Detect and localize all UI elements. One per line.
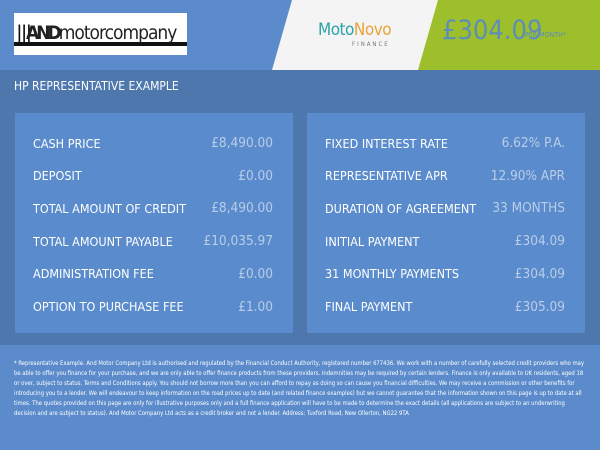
row-label: ADMINISTRATION FEE [33, 266, 154, 282]
row-label: TOTAL AMOUNT PAYABLE [33, 233, 173, 249]
row-label: FINAL PAYMENT [325, 299, 413, 314]
row-value: 12.90% APR [490, 167, 565, 184]
finance-row: CASH PRICE £8,490.00 [33, 133, 273, 153]
finance-row: FIXED INTEREST RATE 6.62% P.A. [325, 133, 565, 153]
monthly-amount: £304.09 [442, 15, 543, 46]
row-value: £305.09 [514, 298, 565, 315]
row-label: REPRESENTATIVE APR [325, 168, 448, 184]
disclaimer: * Representative Example. And Motor Comp… [0, 345, 600, 450]
logo-bars-icon: ||| [16, 21, 32, 45]
finance-row: TOTAL AMOUNT PAYABLE £10,035.97 [33, 231, 273, 251]
row-label: CASH PRICE [33, 135, 101, 151]
finance-row: TOTAL AMOUNT OF CREDIT £8,490.00 [33, 198, 273, 218]
brand-finance: FINANCE [352, 41, 390, 48]
section-title: HP REPRESENTATIVE EXAMPLE [14, 79, 179, 93]
finance-row: FINAL PAYMENT £305.09 [325, 297, 565, 317]
row-value: 6.62% P.A. [501, 135, 565, 151]
finance-row: ADMINISTRATION FEE £0.00 [33, 264, 273, 284]
finance-row: OPTION TO PURCHASE FEE £1.00 [33, 297, 273, 317]
finance-row: REPRESENTATIVE APR 12.90% APR [325, 166, 565, 186]
row-label: FIXED INTEREST RATE [325, 135, 449, 151]
finance-row: 31 MONTHLY PAYMENTS £304.09 [325, 264, 565, 284]
row-value: £8,490.00 [211, 200, 273, 217]
right-panel: FIXED INTEREST RATE 6.62% P.A. REPRESENTAT… [307, 113, 585, 333]
row-value: £10,035.97 [203, 233, 273, 250]
row-label: TOTAL AMOUNT OF CREDIT [33, 200, 186, 216]
logo-text-bold: AND [26, 22, 62, 44]
header: ||| ANDmotorcompany MotoNovo FINANCE £30… [0, 0, 600, 70]
row-value: £0.00 [238, 265, 273, 282]
finance-row: DURATION OF AGREEMENT 33 MONTHS [325, 198, 565, 218]
brand-moto: Moto [318, 20, 354, 40]
row-label: DEPOSIT [33, 168, 82, 184]
row-label: 31 MONTHLY PAYMENTS [325, 266, 460, 282]
finance-row: INITIAL PAYMENT £304.09 [325, 231, 565, 251]
row-value: £304.09 [514, 233, 565, 250]
row-label: DURATION OF AGREEMENT [325, 200, 477, 216]
row-value: £0.00 [238, 167, 273, 184]
row-value: £1.00 [238, 298, 273, 315]
logo-text: motorcompany [58, 22, 178, 44]
per-month-label: PER MONTH* [525, 31, 566, 39]
monthly-price: £304.09 PER MONTH* [418, 0, 600, 70]
and-motor-company-logo: ||| ANDmotorcompany [14, 13, 187, 55]
row-value: 33 MONTHS [492, 200, 565, 217]
motonovo-logo: MotoNovo FINANCE [272, 0, 442, 70]
row-value: £304.09 [514, 265, 565, 282]
row-label: INITIAL PAYMENT [325, 233, 420, 249]
row-value: £8,490.00 [211, 135, 273, 151]
row-label: OPTION TO PURCHASE FEE [33, 299, 184, 314]
brand-novo: Novo [353, 20, 392, 40]
finance-row: DEPOSIT £0.00 [33, 166, 273, 186]
left-panel: CASH PRICE £8,490.00 DEPOSIT £0.00 TOTAL AMO… [15, 113, 293, 333]
